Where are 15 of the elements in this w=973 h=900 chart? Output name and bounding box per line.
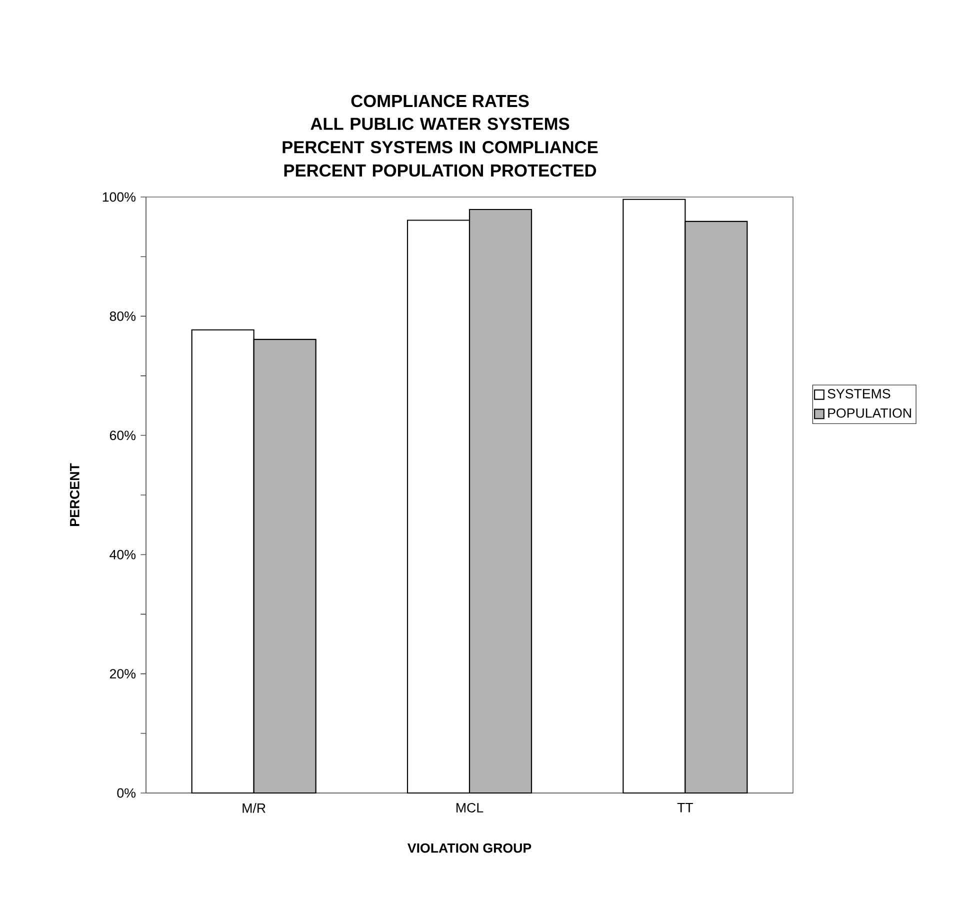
y-tick-label: 20% — [110, 669, 136, 679]
legend-label: SYSTEMS — [828, 389, 890, 398]
x-tick-label: TT — [677, 803, 694, 812]
y-axis-title: PERCENT — [70, 463, 80, 526]
chart-title: COMPLIANCE RATES — [351, 94, 529, 108]
y-tick-label: 40% — [110, 550, 136, 560]
x-axis-title: VIOLATION GROUP — [407, 843, 532, 853]
x-tick-label: MCL — [456, 803, 484, 812]
y-tick-label: 0% — [117, 788, 136, 798]
legend-label: POPULATION — [828, 408, 911, 418]
y-tick-label: 100% — [102, 192, 136, 202]
x-tick-label: M/R — [242, 803, 266, 813]
chart-subtitle: ALL PUBLIC WATER SYSTEMS PERCENT SYSTEMS IN COMPLIANCE PERCENT POPULATION PROTECTED — [282, 118, 598, 177]
y-tick-label: 60% — [110, 430, 136, 440]
y-tick-label: 80% — [110, 311, 136, 321]
